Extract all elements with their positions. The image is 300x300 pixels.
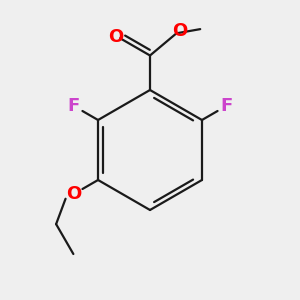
Text: O: O: [66, 185, 81, 203]
Text: O: O: [172, 22, 188, 40]
Text: F: F: [220, 97, 233, 115]
Text: F: F: [67, 97, 80, 115]
Text: O: O: [108, 28, 123, 46]
